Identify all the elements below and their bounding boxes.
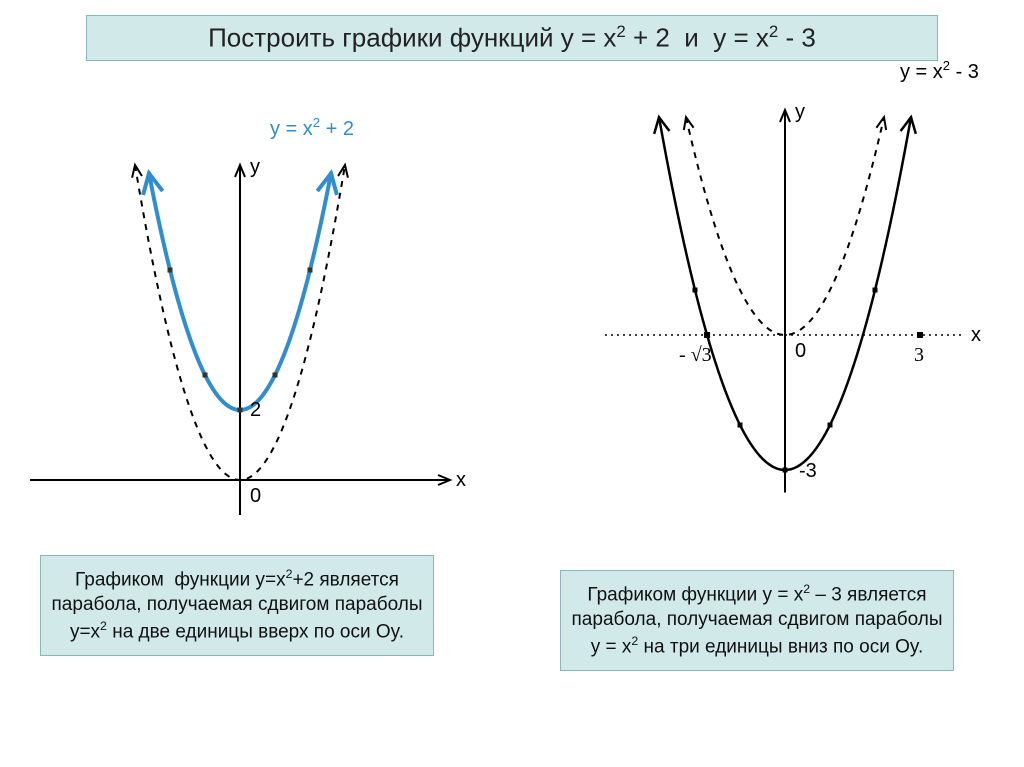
caption-right: Графиком функции y = x2 – 3 является пар…	[560, 570, 954, 671]
svg-text:y: y	[250, 156, 260, 178]
svg-text:2: 2	[250, 399, 261, 421]
svg-text:x: x	[971, 324, 981, 346]
svg-text:0: 0	[250, 485, 261, 507]
chart-left: xy02y = x2 + 2	[40, 80, 440, 510]
caption-left: Графиком функции y=x2+2 является парабол…	[40, 555, 434, 656]
svg-text:0: 0	[795, 340, 806, 362]
svg-text:y = x2 + 2: y = x2 + 2	[270, 115, 354, 140]
svg-text:-3: -3	[799, 460, 817, 482]
svg-text:y = x2 - 3: y = x2 - 3	[900, 58, 979, 83]
page-title: Построить графики функций y = x2 + 2 и y…	[86, 15, 938, 61]
chart-right: xy0-3- √33y = x2 - 3	[540, 60, 970, 490]
svg-text:y: y	[795, 101, 805, 123]
svg-text:3: 3	[914, 344, 924, 366]
svg-text:- √3: - √3	[679, 344, 712, 366]
svg-text:x: x	[456, 469, 466, 491]
